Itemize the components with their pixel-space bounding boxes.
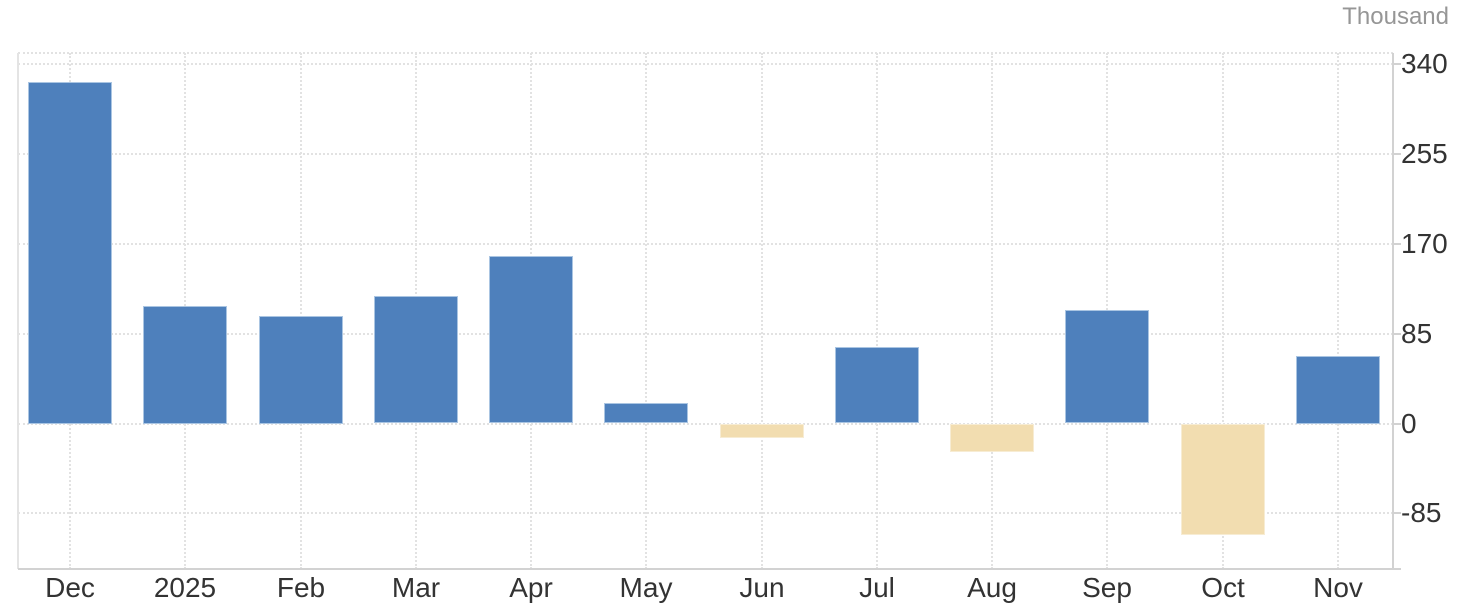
v-gridline bbox=[1337, 53, 1339, 569]
v-gridline bbox=[1222, 53, 1224, 569]
plot-left-border bbox=[17, 53, 19, 569]
plot-top-border bbox=[18, 52, 1393, 54]
h-gridline bbox=[18, 243, 1393, 245]
x-tick-label: Jul bbox=[859, 572, 895, 603]
y-axis-tick bbox=[1393, 153, 1401, 155]
bar-apr[interactable] bbox=[489, 256, 573, 423]
y-tick-label: 255 bbox=[1401, 138, 1448, 169]
v-gridline bbox=[876, 53, 878, 569]
x-tick-label: Jun bbox=[739, 572, 785, 603]
y-axis-line bbox=[1392, 53, 1394, 569]
bar-oct[interactable] bbox=[1181, 424, 1265, 535]
y-axis-tick bbox=[1393, 63, 1401, 65]
y-tick-label: 0 bbox=[1401, 408, 1417, 439]
bar-nov[interactable] bbox=[1296, 356, 1380, 424]
x-tick-label: Apr bbox=[509, 572, 553, 603]
bar-jun[interactable] bbox=[720, 424, 804, 438]
x-tick-label: Dec bbox=[45, 572, 95, 603]
bar-jul[interactable] bbox=[835, 347, 919, 423]
x-tick-label: Aug bbox=[967, 572, 1017, 603]
x-tick-label: Sep bbox=[1082, 572, 1132, 603]
h-gridline bbox=[18, 63, 1393, 65]
y-axis-unit-label: Thousand bbox=[1342, 3, 1449, 30]
h-gridline bbox=[18, 333, 1393, 335]
h-gridline bbox=[18, 512, 1393, 514]
y-tick-label: 170 bbox=[1401, 228, 1448, 259]
v-gridline bbox=[991, 53, 993, 569]
y-axis-tick bbox=[1393, 512, 1401, 514]
y-axis-tick bbox=[1393, 243, 1401, 245]
bar-dec[interactable] bbox=[28, 82, 112, 424]
y-tick-label: 340 bbox=[1401, 48, 1448, 79]
v-gridline bbox=[645, 53, 647, 569]
bar-mar[interactable] bbox=[374, 296, 458, 423]
y-axis-tick bbox=[1393, 333, 1401, 335]
x-tick-label: 2025 bbox=[153, 572, 217, 603]
y-tick-label: -85 bbox=[1401, 497, 1442, 528]
bar-may[interactable] bbox=[604, 403, 688, 423]
x-axis-line bbox=[18, 568, 1401, 570]
bar-2025[interactable] bbox=[143, 306, 227, 424]
x-tick-label: Nov bbox=[1313, 572, 1363, 603]
x-tick-label: Oct bbox=[1201, 572, 1245, 603]
h-gridline bbox=[18, 153, 1393, 155]
y-tick-label: 85 bbox=[1401, 318, 1433, 349]
bar-aug[interactable] bbox=[950, 424, 1034, 452]
y-axis-tick bbox=[1393, 423, 1401, 425]
bar-feb[interactable] bbox=[259, 316, 343, 424]
bar-sep[interactable] bbox=[1065, 310, 1149, 423]
h-gridline bbox=[18, 423, 1393, 425]
x-tick-label: Mar bbox=[391, 572, 441, 603]
x-tick-label: May bbox=[619, 572, 673, 603]
v-gridline bbox=[300, 53, 302, 569]
v-gridline bbox=[761, 53, 763, 569]
x-tick-label: Feb bbox=[276, 572, 326, 603]
